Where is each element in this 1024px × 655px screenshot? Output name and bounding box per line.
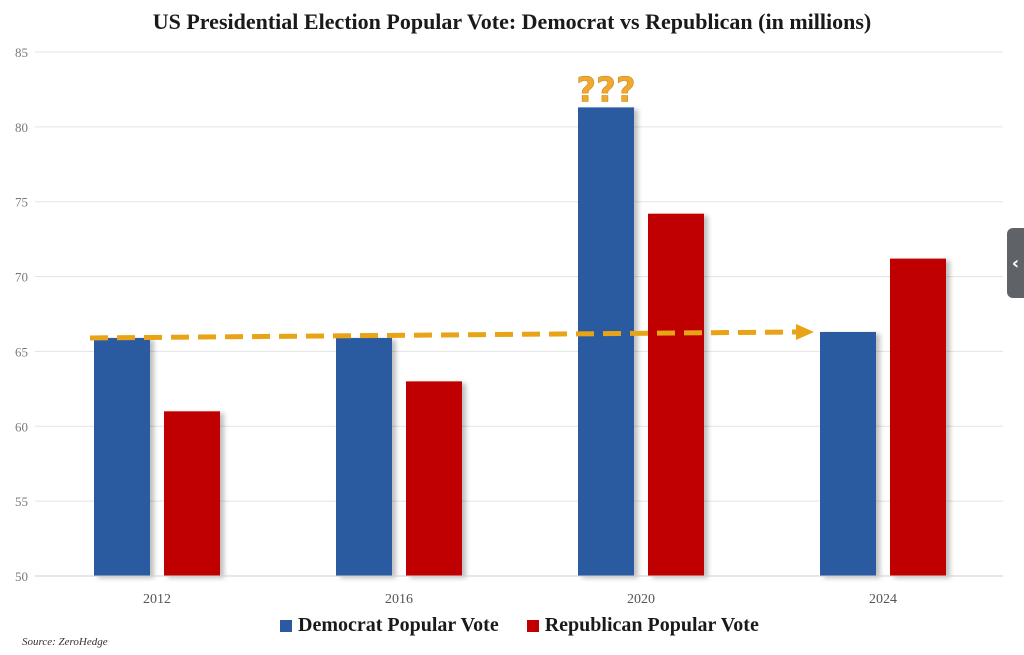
x-axis: 2012 2016 2020 2024 bbox=[35, 575, 1003, 607]
bar-democrat-2020 bbox=[578, 107, 634, 576]
bar-republican-2020 bbox=[648, 213, 704, 577]
bar-democrat-2024 bbox=[820, 331, 876, 576]
chart-title: US Presidential Election Popular Vote: D… bbox=[152, 9, 872, 34]
bar-democrat-2016 bbox=[336, 337, 392, 576]
chevron-left-icon: ‹ bbox=[1011, 252, 1020, 274]
legend: Democrat Popular Vote Republican Popular… bbox=[280, 614, 759, 637]
x-tick-label: 2024 bbox=[869, 592, 897, 607]
x-tick-label: 2012 bbox=[143, 592, 171, 607]
y-tick-label: 75 bbox=[15, 195, 28, 210]
x-tick-label: 2020 bbox=[627, 592, 655, 607]
y-tick-label: 85 bbox=[15, 45, 28, 60]
y-tick-label: 70 bbox=[15, 270, 28, 285]
legend-label-republican: Republican Popular Vote bbox=[544, 614, 759, 636]
trend-arrow-head bbox=[796, 323, 814, 340]
side-panel-handle[interactable]: ‹ bbox=[1007, 228, 1024, 298]
legend-item-democrat: Democrat Popular Vote bbox=[280, 614, 499, 637]
bar-democrat-2012 bbox=[94, 337, 150, 576]
y-tick-label: 65 bbox=[15, 344, 28, 359]
y-axis: 50 55 60 65 70 75 80 85 bbox=[15, 45, 28, 584]
trend-arrow-line bbox=[89, 329, 799, 341]
question-annotation: ??? bbox=[576, 70, 635, 110]
y-tick-label: 55 bbox=[15, 494, 28, 509]
legend-swatch-republican bbox=[526, 619, 539, 632]
legend-item-republican: Republican Popular Vote bbox=[526, 614, 759, 637]
bar-republican-2024 bbox=[890, 258, 946, 576]
x-tick-label: 2016 bbox=[385, 592, 413, 607]
bar-republican-2016 bbox=[406, 381, 462, 576]
y-tick-label: 50 bbox=[15, 569, 28, 584]
bar-republican-2012 bbox=[164, 411, 220, 576]
legend-label-democrat: Democrat Popular Vote bbox=[298, 614, 499, 636]
annotations: ??? bbox=[89, 70, 814, 341]
y-tick-label: 80 bbox=[15, 120, 28, 135]
y-tick-label: 60 bbox=[15, 419, 28, 434]
source-note: Source: ZeroHedge bbox=[22, 636, 108, 648]
bars bbox=[94, 107, 946, 577]
legend-swatch-democrat bbox=[280, 619, 292, 632]
